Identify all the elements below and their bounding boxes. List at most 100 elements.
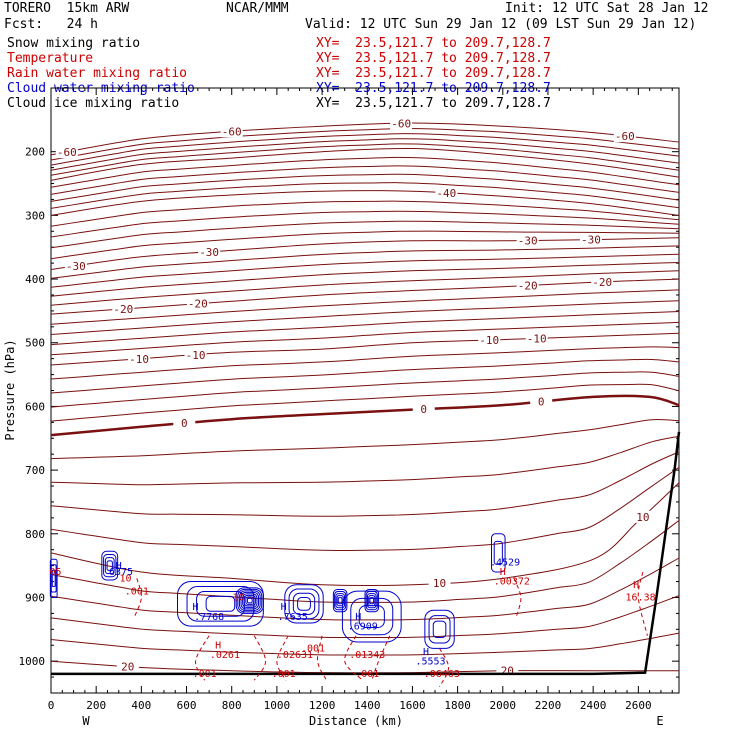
- x-tick-label-1600: 1600: [399, 699, 426, 712]
- isotherm-minor: [50, 289, 680, 325]
- extremum-label: 6375: [109, 567, 133, 578]
- temperature-contour-layer: -60 -60 -60 -60 -40 -30 -30 -30 -30 -20 -20 -20 -20 -…: [50, 117, 681, 678]
- isotherm-label-bg: [198, 245, 221, 258]
- forecast-hour: Fcst: 24 h: [4, 17, 98, 32]
- y-tick-label-800: 800: [25, 528, 45, 541]
- extremum-label: .001: [125, 586, 149, 597]
- isotherm-minor: [50, 165, 680, 195]
- extremum-label: .001: [193, 669, 217, 680]
- isotherm-label: -40: [436, 187, 456, 200]
- isotherm-label: -60: [391, 117, 411, 130]
- legend-cloud-ice-xy: XY= 23.5,121.7 to 209.7,128.7: [316, 96, 551, 111]
- cloud-water-contour: [341, 590, 402, 643]
- isotherm-label: 20: [121, 661, 134, 674]
- cloud-water-contour: [243, 594, 256, 607]
- x-tick-label-1200: 1200: [309, 699, 336, 712]
- extremum-label: .0261: [210, 650, 240, 661]
- extremum-label: .001: [272, 669, 296, 680]
- isotherm-label: -30: [518, 234, 538, 247]
- isotherm-label-bg: [478, 334, 501, 347]
- isotherm-label-bg: [390, 117, 413, 130]
- isotherm-minor: [50, 595, 680, 639]
- x-tick-label-2200: 2200: [535, 699, 562, 712]
- cloud-water-contour: [297, 596, 311, 611]
- cloud-water-contour: [245, 596, 255, 605]
- cloud-water-contour: [104, 557, 115, 575]
- isotherm-label-bg: [184, 348, 207, 361]
- isotherm-label-bg: [631, 510, 654, 523]
- cloud-water-contour: [238, 590, 261, 611]
- rain-water-contour: [253, 635, 267, 681]
- isotherm-minor: [50, 358, 680, 394]
- isotherm--50: [50, 147, 680, 181]
- isotherm-label-bg: [412, 403, 435, 416]
- cloud-water-contour: [284, 584, 324, 624]
- rain-water-contour: [371, 635, 391, 681]
- legend-snow-xy: XY= 23.5,121.7 to 209.7,128.7: [316, 36, 551, 51]
- isotherm-minor: [50, 173, 680, 202]
- cloud-water-contour: [428, 615, 451, 644]
- x-tick-label-400: 400: [131, 699, 151, 712]
- x-tick-label-600: 600: [177, 699, 197, 712]
- extremum-label: .02631: [277, 650, 313, 661]
- isotherm-label: 0: [420, 403, 427, 416]
- extremum-label: H: [500, 567, 506, 578]
- organization-label: NCAR/MMM: [226, 1, 289, 16]
- rain-water-contour: [637, 571, 648, 636]
- y-tick-label-400: 400: [25, 273, 45, 286]
- isotherm-minor: [50, 230, 680, 260]
- legend-cloud-water-name: Cloud water mixing ratio: [7, 81, 195, 96]
- cloud-water-contour: [335, 593, 345, 609]
- cloud-water-contour: [246, 597, 253, 604]
- cloud-water-contour: [332, 589, 348, 613]
- extremum-label: .06463: [424, 669, 460, 680]
- cloud-water-contour: [350, 597, 394, 636]
- isotherm-minor: [50, 210, 680, 238]
- isotherm--40: [50, 190, 680, 216]
- extremum-label: .01343: [349, 650, 385, 661]
- isotherm-minor: [50, 311, 680, 346]
- isotherm-10: [50, 482, 680, 587]
- isotherm-minor: [50, 632, 680, 656]
- isotherm-label: -30: [66, 260, 86, 273]
- extremum-label: .00372: [494, 577, 530, 588]
- isotherm-label: -10: [129, 353, 149, 366]
- isotherm-label-bg: [591, 275, 614, 288]
- isotherm-label-bg: [116, 660, 139, 673]
- cloud-water-contour: [101, 550, 119, 581]
- isotherm-label-bg: [428, 576, 451, 589]
- legend-cloud-ice-name: Cloud ice mixing ratio: [7, 96, 180, 111]
- extremum-label: H: [281, 602, 287, 613]
- legend-rain-name: Rain water mixing ratio: [7, 66, 188, 81]
- y-tick-label-700: 700: [25, 464, 45, 477]
- isotherm-minor: [50, 262, 680, 297]
- isotherm-label: 10: [636, 511, 649, 524]
- extremum-label: H: [633, 580, 639, 591]
- rain-water-contour: [134, 578, 142, 617]
- cloud-water-contour: [292, 592, 316, 615]
- y-axis-label: Pressure (hPa): [3, 339, 17, 440]
- isotherm--20: [50, 278, 680, 315]
- isotherm-label-bg: [55, 146, 78, 159]
- x-tick-label-1400: 1400: [354, 699, 381, 712]
- isotherm-label: -30: [581, 234, 601, 247]
- cloud-water-contour: [366, 593, 377, 609]
- isotherm-minor: [50, 270, 680, 306]
- cloud-water-contour: [358, 605, 385, 628]
- isotherm-label-bg: [112, 302, 135, 315]
- terrain-surface-line: [51, 431, 681, 676]
- isotherm-label-bg: [220, 125, 243, 138]
- extremum-label: H: [355, 612, 361, 623]
- isotherm-minor: [50, 220, 680, 249]
- cloud-water-contour: [51, 569, 56, 588]
- rain-water-contour: [276, 635, 289, 681]
- isotherm-label-bg: [530, 395, 553, 408]
- cloud-water-contour: [364, 589, 380, 613]
- isotherm-minor: [50, 321, 680, 356]
- isotherm-label-bg: [128, 352, 151, 365]
- y-tick-label-1000: 1000: [19, 655, 46, 668]
- cloud-water-contour: [491, 533, 506, 573]
- isotherm-label-bg: [435, 187, 458, 200]
- isotherm-label-bg: [613, 130, 636, 143]
